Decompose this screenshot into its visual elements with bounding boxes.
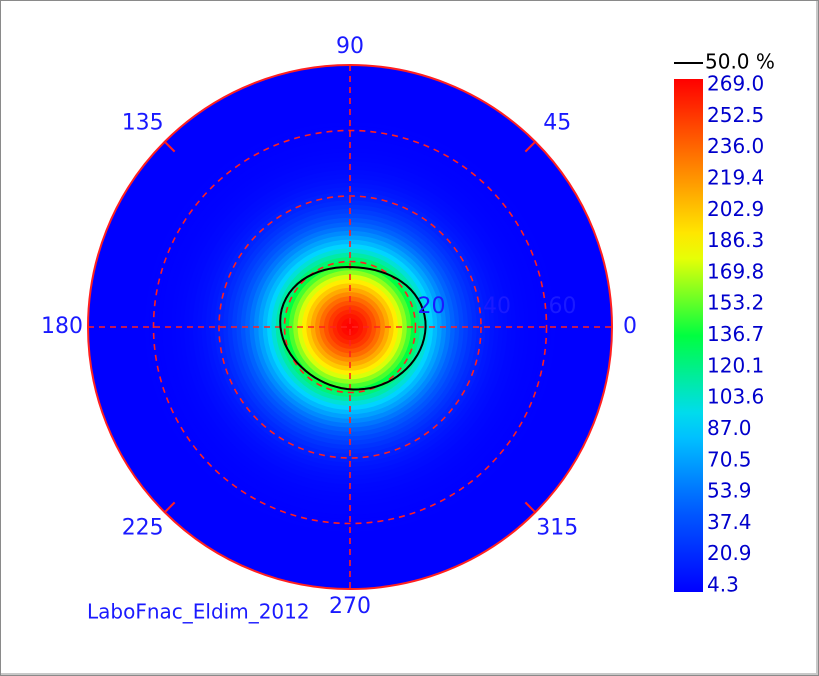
heatmap-disc — [88, 65, 612, 589]
radial-label-60: 60 — [549, 294, 577, 319]
polar-ring-60 — [152, 129, 548, 525]
colorbar-tick-label: 186.3 — [707, 228, 764, 252]
colorbar-tick-label: 169.8 — [707, 259, 764, 283]
angle-label-270: 270 — [329, 594, 371, 619]
colorbar-tick-label: 269.0 — [707, 72, 764, 96]
radial-label-20: 20 — [418, 294, 446, 319]
colorbar-tick-label: 202.9 — [707, 197, 764, 221]
chart-caption: LaboFnac_Eldim_2012 — [87, 600, 310, 624]
angle-labels: 0 45 90 135 180 225 270 315 20 40 60 — [41, 34, 637, 619]
colorbar-tick-label: 4.3 — [707, 573, 739, 597]
colorbar-tick-label: 136.7 — [707, 322, 764, 346]
polar-grid — [87, 64, 613, 590]
colorbar-tick-label: 70.5 — [707, 447, 752, 471]
colorbar-tick-label: 37.4 — [707, 510, 752, 534]
contour-legend: 50.0 % — [674, 50, 775, 74]
polar-ring-40 — [218, 195, 482, 459]
angle-label-135: 135 — [122, 111, 164, 136]
contour-legend-label: 50.0 % — [705, 50, 775, 74]
colorbar: 269.0 252.5 236.0 219.4 202.9 186.3 169.8 153.2… — [674, 72, 764, 597]
colorbar-tick-label: 236.0 — [707, 134, 764, 158]
colorbar-tick-label: 53.9 — [707, 479, 752, 503]
colorbar-tick-label: 252.5 — [707, 103, 764, 127]
angle-label-180: 180 — [41, 314, 83, 339]
contour-layer — [279, 265, 427, 391]
colorbar-tick-label: 87.0 — [707, 416, 752, 440]
colorbar-tick-label: 219.4 — [707, 165, 764, 189]
polar-ring-20 — [283, 260, 417, 394]
angle-label-0: 0 — [623, 314, 637, 339]
polar-tick-45 — [524, 141, 536, 153]
angle-label-315: 315 — [536, 515, 578, 540]
colorbar-tick-label: 103.6 — [707, 385, 764, 409]
angle-label-225: 225 — [122, 515, 164, 540]
colorbar-gradient — [674, 79, 703, 592]
radial-label-40: 40 — [483, 294, 511, 319]
colorbar-tick-label: 153.2 — [707, 291, 764, 315]
heatmap-ring — [345, 322, 355, 332]
angle-label-90: 90 — [336, 34, 364, 59]
colorbar-tick-label: 20.9 — [707, 541, 752, 565]
contour-50-percent — [279, 265, 427, 391]
polar-tick-225 — [164, 501, 176, 513]
colorbar-tick-label: 120.1 — [707, 353, 764, 377]
angle-label-45: 45 — [543, 111, 571, 136]
polar-tick-135 — [164, 141, 176, 153]
polar-tick-315 — [524, 501, 536, 513]
